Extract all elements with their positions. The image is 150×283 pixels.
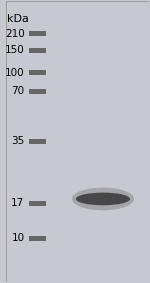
Ellipse shape [76,193,130,205]
Bar [29,236,46,241]
Text: 150: 150 [5,46,25,55]
Bar [29,31,46,36]
Text: 10: 10 [11,233,25,243]
Text: 70: 70 [11,86,25,96]
Text: 17: 17 [11,198,25,208]
Bar [29,89,46,94]
Ellipse shape [72,188,134,210]
Text: 210: 210 [5,29,25,38]
Bar [29,201,46,206]
Text: 100: 100 [5,68,25,78]
Bar [29,139,46,144]
Bar [29,48,46,53]
Bar [29,70,46,75]
FancyBboxPatch shape [6,1,149,282]
Text: 35: 35 [11,136,25,147]
Text: kDa: kDa [8,14,29,24]
